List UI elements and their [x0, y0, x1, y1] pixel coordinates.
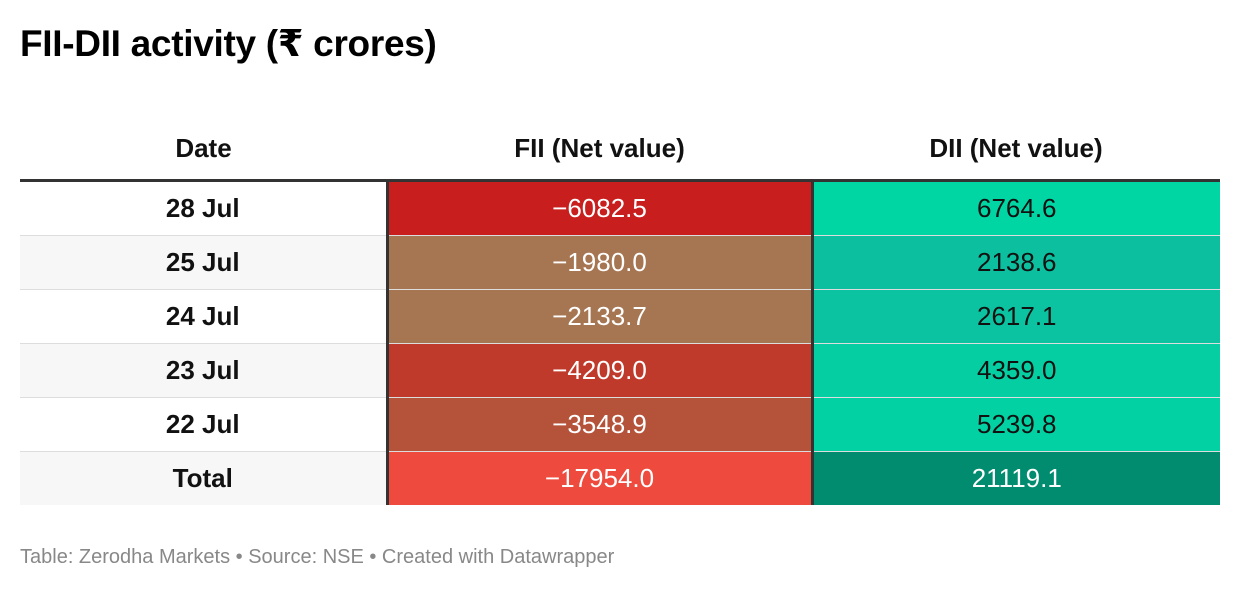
- date-cell: 23 Jul: [20, 343, 389, 398]
- dii-value-cell: 2138.6: [812, 235, 1220, 290]
- dii-total-cell: 21119.1: [812, 451, 1220, 505]
- chart-title: FII-DII activity (₹ crores): [20, 23, 437, 64]
- fii-value-cell: −4209.0: [387, 343, 814, 398]
- fii-value-cell: −1980.0: [387, 235, 814, 290]
- table-row: 28 Jul −6082.5 6764.6: [20, 180, 1220, 236]
- dii-value-cell: 2617.1: [812, 289, 1220, 344]
- table-row: 25 Jul −1980.0 2138.6: [20, 235, 1220, 290]
- fii-value-cell: −6082.5: [387, 180, 814, 236]
- column-header-date[interactable]: Date: [20, 118, 387, 182]
- date-cell: 24 Jul: [20, 289, 389, 344]
- date-cell: 28 Jul: [20, 180, 389, 236]
- fii-value-cell: −3548.9: [387, 397, 814, 452]
- source-footer: Table: Zerodha Markets • Source: NSE • C…: [20, 546, 615, 568]
- date-cell: 22 Jul: [20, 397, 389, 452]
- table-header-row: Date FII (Net value) DII (Net value): [20, 118, 1220, 182]
- column-header-fii[interactable]: FII (Net value): [387, 118, 812, 182]
- date-cell: 25 Jul: [20, 235, 389, 290]
- dii-value-cell: 4359.0: [812, 343, 1220, 398]
- total-label-cell: Total: [20, 451, 389, 505]
- fii-dii-table: Date FII (Net value) DII (Net value) 28 …: [20, 118, 1220, 505]
- dii-value-cell: 6764.6: [812, 180, 1220, 236]
- table-row: 22 Jul −3548.9 5239.8: [20, 397, 1220, 452]
- dii-value-cell: 5239.8: [812, 397, 1220, 452]
- fii-value-cell: −2133.7: [387, 289, 814, 344]
- column-header-dii[interactable]: DII (Net value): [812, 118, 1220, 182]
- table-row-total: Total −17954.0 21119.1: [20, 451, 1220, 505]
- table-row: 23 Jul −4209.0 4359.0: [20, 343, 1220, 398]
- fii-total-cell: −17954.0: [387, 451, 814, 505]
- table-row: 24 Jul −2133.7 2617.1: [20, 289, 1220, 344]
